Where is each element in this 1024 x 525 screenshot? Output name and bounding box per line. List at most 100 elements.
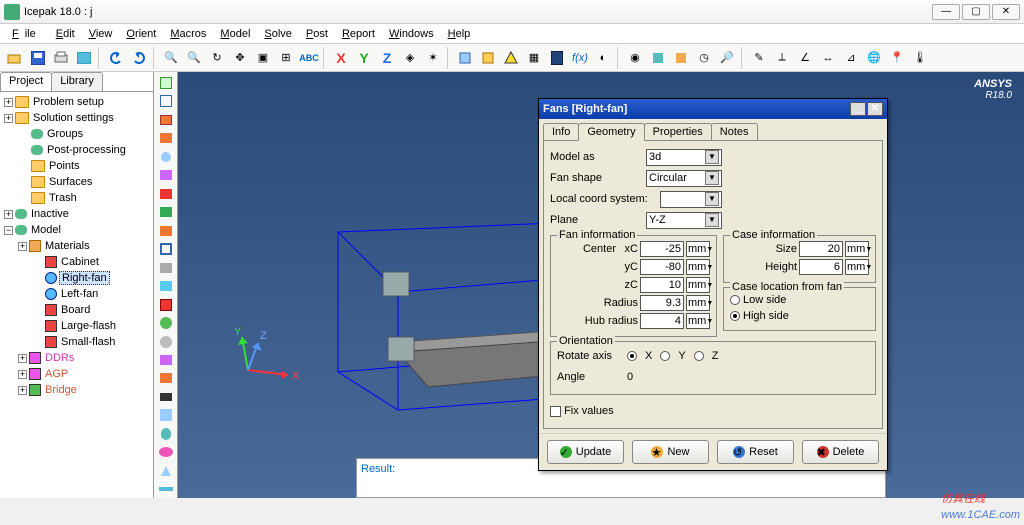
clock-icon[interactable]: ◷ — [693, 47, 715, 69]
menu-macros[interactable]: Macros — [164, 26, 212, 42]
open-icon[interactable] — [4, 47, 26, 69]
tree-item[interactable]: Post-processing — [2, 142, 151, 158]
tree-item[interactable]: Points — [2, 158, 151, 174]
obj-source-icon[interactable] — [155, 185, 177, 202]
tree-item[interactable]: Groups — [2, 126, 151, 142]
grid-icon[interactable]: ⊞ — [275, 47, 297, 69]
tree-item[interactable]: Right-fan — [2, 270, 151, 286]
reset-button[interactable]: ↺Reset — [717, 440, 794, 464]
height-input[interactable]: 6 — [799, 259, 843, 275]
coord-combo[interactable]: ▼ — [660, 191, 722, 208]
obj-fan-icon[interactable] — [155, 314, 177, 331]
obj-opening-icon[interactable] — [155, 148, 177, 165]
obj-plate-icon[interactable] — [155, 222, 177, 239]
fix-values-checkbox[interactable] — [550, 406, 561, 417]
zoom-out-icon[interactable]: 🔍 — [183, 47, 205, 69]
rotate-x-radio[interactable] — [627, 351, 637, 361]
color-a-icon[interactable] — [647, 47, 669, 69]
tool-a-icon[interactable]: ▦ — [523, 47, 545, 69]
tree-item[interactable]: Surfaces — [2, 174, 151, 190]
cube-tool-icon[interactable] — [454, 47, 476, 69]
radius-input[interactable]: 9.3 — [640, 295, 684, 311]
obj-blower-icon[interactable] — [155, 333, 177, 350]
measure-a-icon[interactable]: ⟂ — [771, 47, 793, 69]
tree-item[interactable]: −Model — [2, 222, 151, 238]
rotate-y-radio[interactable] — [660, 351, 670, 361]
menu-report[interactable]: Report — [336, 26, 381, 42]
save-icon[interactable] — [27, 47, 49, 69]
menu-solve[interactable]: Solve — [258, 26, 298, 42]
orbit-icon[interactable]: ↻ — [206, 47, 228, 69]
tree-item[interactable]: +Solution settings — [2, 110, 151, 126]
undo-icon[interactable] — [105, 47, 127, 69]
tree-item[interactable]: +Bridge — [2, 382, 151, 398]
menu-help[interactable]: Help — [442, 26, 477, 42]
isometric-icon[interactable]: ◈ — [399, 47, 421, 69]
dialog-titlebar[interactable]: Fans [Right-fan] _ ✕ — [539, 99, 887, 119]
obj-package-icon[interactable] — [155, 388, 177, 405]
minimize-button[interactable]: — — [932, 4, 960, 20]
axis-x-button[interactable]: X — [330, 47, 352, 69]
menu-view[interactable]: View — [83, 26, 119, 42]
globe-icon[interactable]: 🌐 — [863, 47, 885, 69]
cube-gold-icon[interactable] — [477, 47, 499, 69]
thermo-icon[interactable]: 🌡 — [909, 47, 931, 69]
rotate-z-radio[interactable] — [694, 351, 704, 361]
obj-cylinder-icon[interactable] — [155, 425, 177, 442]
obj-assembly-icon[interactable] — [155, 92, 177, 109]
axis-star-icon[interactable]: ✶ — [422, 47, 444, 69]
menu-post[interactable]: Post — [300, 26, 334, 42]
update-button[interactable]: ✓Update — [547, 440, 624, 464]
tree-item[interactable]: Small-flash — [2, 334, 151, 350]
fan-shape-combo[interactable]: Circular▼ — [646, 170, 722, 187]
zoom-in-icon[interactable]: 🔍 — [160, 47, 182, 69]
hub-input[interactable]: 4 — [640, 313, 684, 329]
measure-c-icon[interactable]: ↔ — [817, 47, 839, 69]
tree-item[interactable]: +Problem setup — [2, 94, 151, 110]
obj-cone-icon[interactable] — [155, 462, 177, 479]
xc-input[interactable]: -25 — [640, 241, 684, 257]
project-tree[interactable]: +Problem setup+Solution settingsGroupsPo… — [0, 92, 153, 498]
obj-wall-icon[interactable] — [155, 259, 177, 276]
obj-ellcyl-icon[interactable] — [155, 444, 177, 461]
angle-input[interactable]: 0 — [627, 371, 687, 383]
abc-label-icon[interactable]: ABC — [298, 47, 320, 69]
obj-resistance-icon[interactable] — [155, 351, 177, 368]
obj-prism-icon[interactable] — [155, 407, 177, 424]
hub-unit[interactable]: mm▼ — [686, 313, 710, 329]
tree-item[interactable]: +Inactive — [2, 206, 151, 222]
tree-item[interactable]: +AGP — [2, 366, 151, 382]
capture-icon[interactable] — [73, 47, 95, 69]
warn-icon[interactable] — [500, 47, 522, 69]
measure-d-icon[interactable]: ⊿ — [840, 47, 862, 69]
tree-item[interactable]: +DDRs — [2, 350, 151, 366]
dialog-close-icon[interactable]: ✕ — [867, 102, 883, 116]
color-b-icon[interactable] — [670, 47, 692, 69]
zc-unit[interactable]: mm▼ — [686, 277, 710, 293]
obj-grille-icon[interactable] — [155, 166, 177, 183]
new-button[interactable]: ★New — [632, 440, 709, 464]
yc-input[interactable]: -80 — [640, 259, 684, 275]
tab-info[interactable]: Info — [543, 123, 579, 140]
tab-project[interactable]: Project — [0, 72, 52, 91]
height-unit[interactable]: mm▼ — [845, 259, 869, 275]
menu-edit[interactable]: Edit — [50, 26, 81, 42]
tab-properties[interactable]: Properties — [644, 123, 712, 140]
high-side-radio[interactable]: High side — [730, 308, 869, 324]
xc-unit[interactable]: mm▼ — [686, 241, 710, 257]
tab-notes[interactable]: Notes — [711, 123, 758, 140]
menu-file[interactable]: File — [6, 26, 48, 42]
obj-heatexch-icon[interactable] — [155, 129, 177, 146]
yc-unit[interactable]: mm▼ — [686, 259, 710, 275]
size-unit[interactable]: mm▼ — [845, 241, 869, 257]
tab-geometry[interactable]: Geometry — [578, 123, 644, 141]
fx-icon[interactable]: f(x) — [569, 47, 591, 69]
obj-heatsink-icon[interactable] — [155, 111, 177, 128]
obj-block-icon[interactable] — [155, 296, 177, 313]
axis-y-button[interactable]: Y — [353, 47, 375, 69]
obj-periodic-icon[interactable] — [155, 277, 177, 294]
tab-library[interactable]: Library — [51, 72, 103, 91]
misc-a-icon[interactable]: ✎ — [748, 47, 770, 69]
obj-enclosure-icon[interactable] — [155, 240, 177, 257]
render-mode-icon[interactable]: ◉ — [624, 47, 646, 69]
